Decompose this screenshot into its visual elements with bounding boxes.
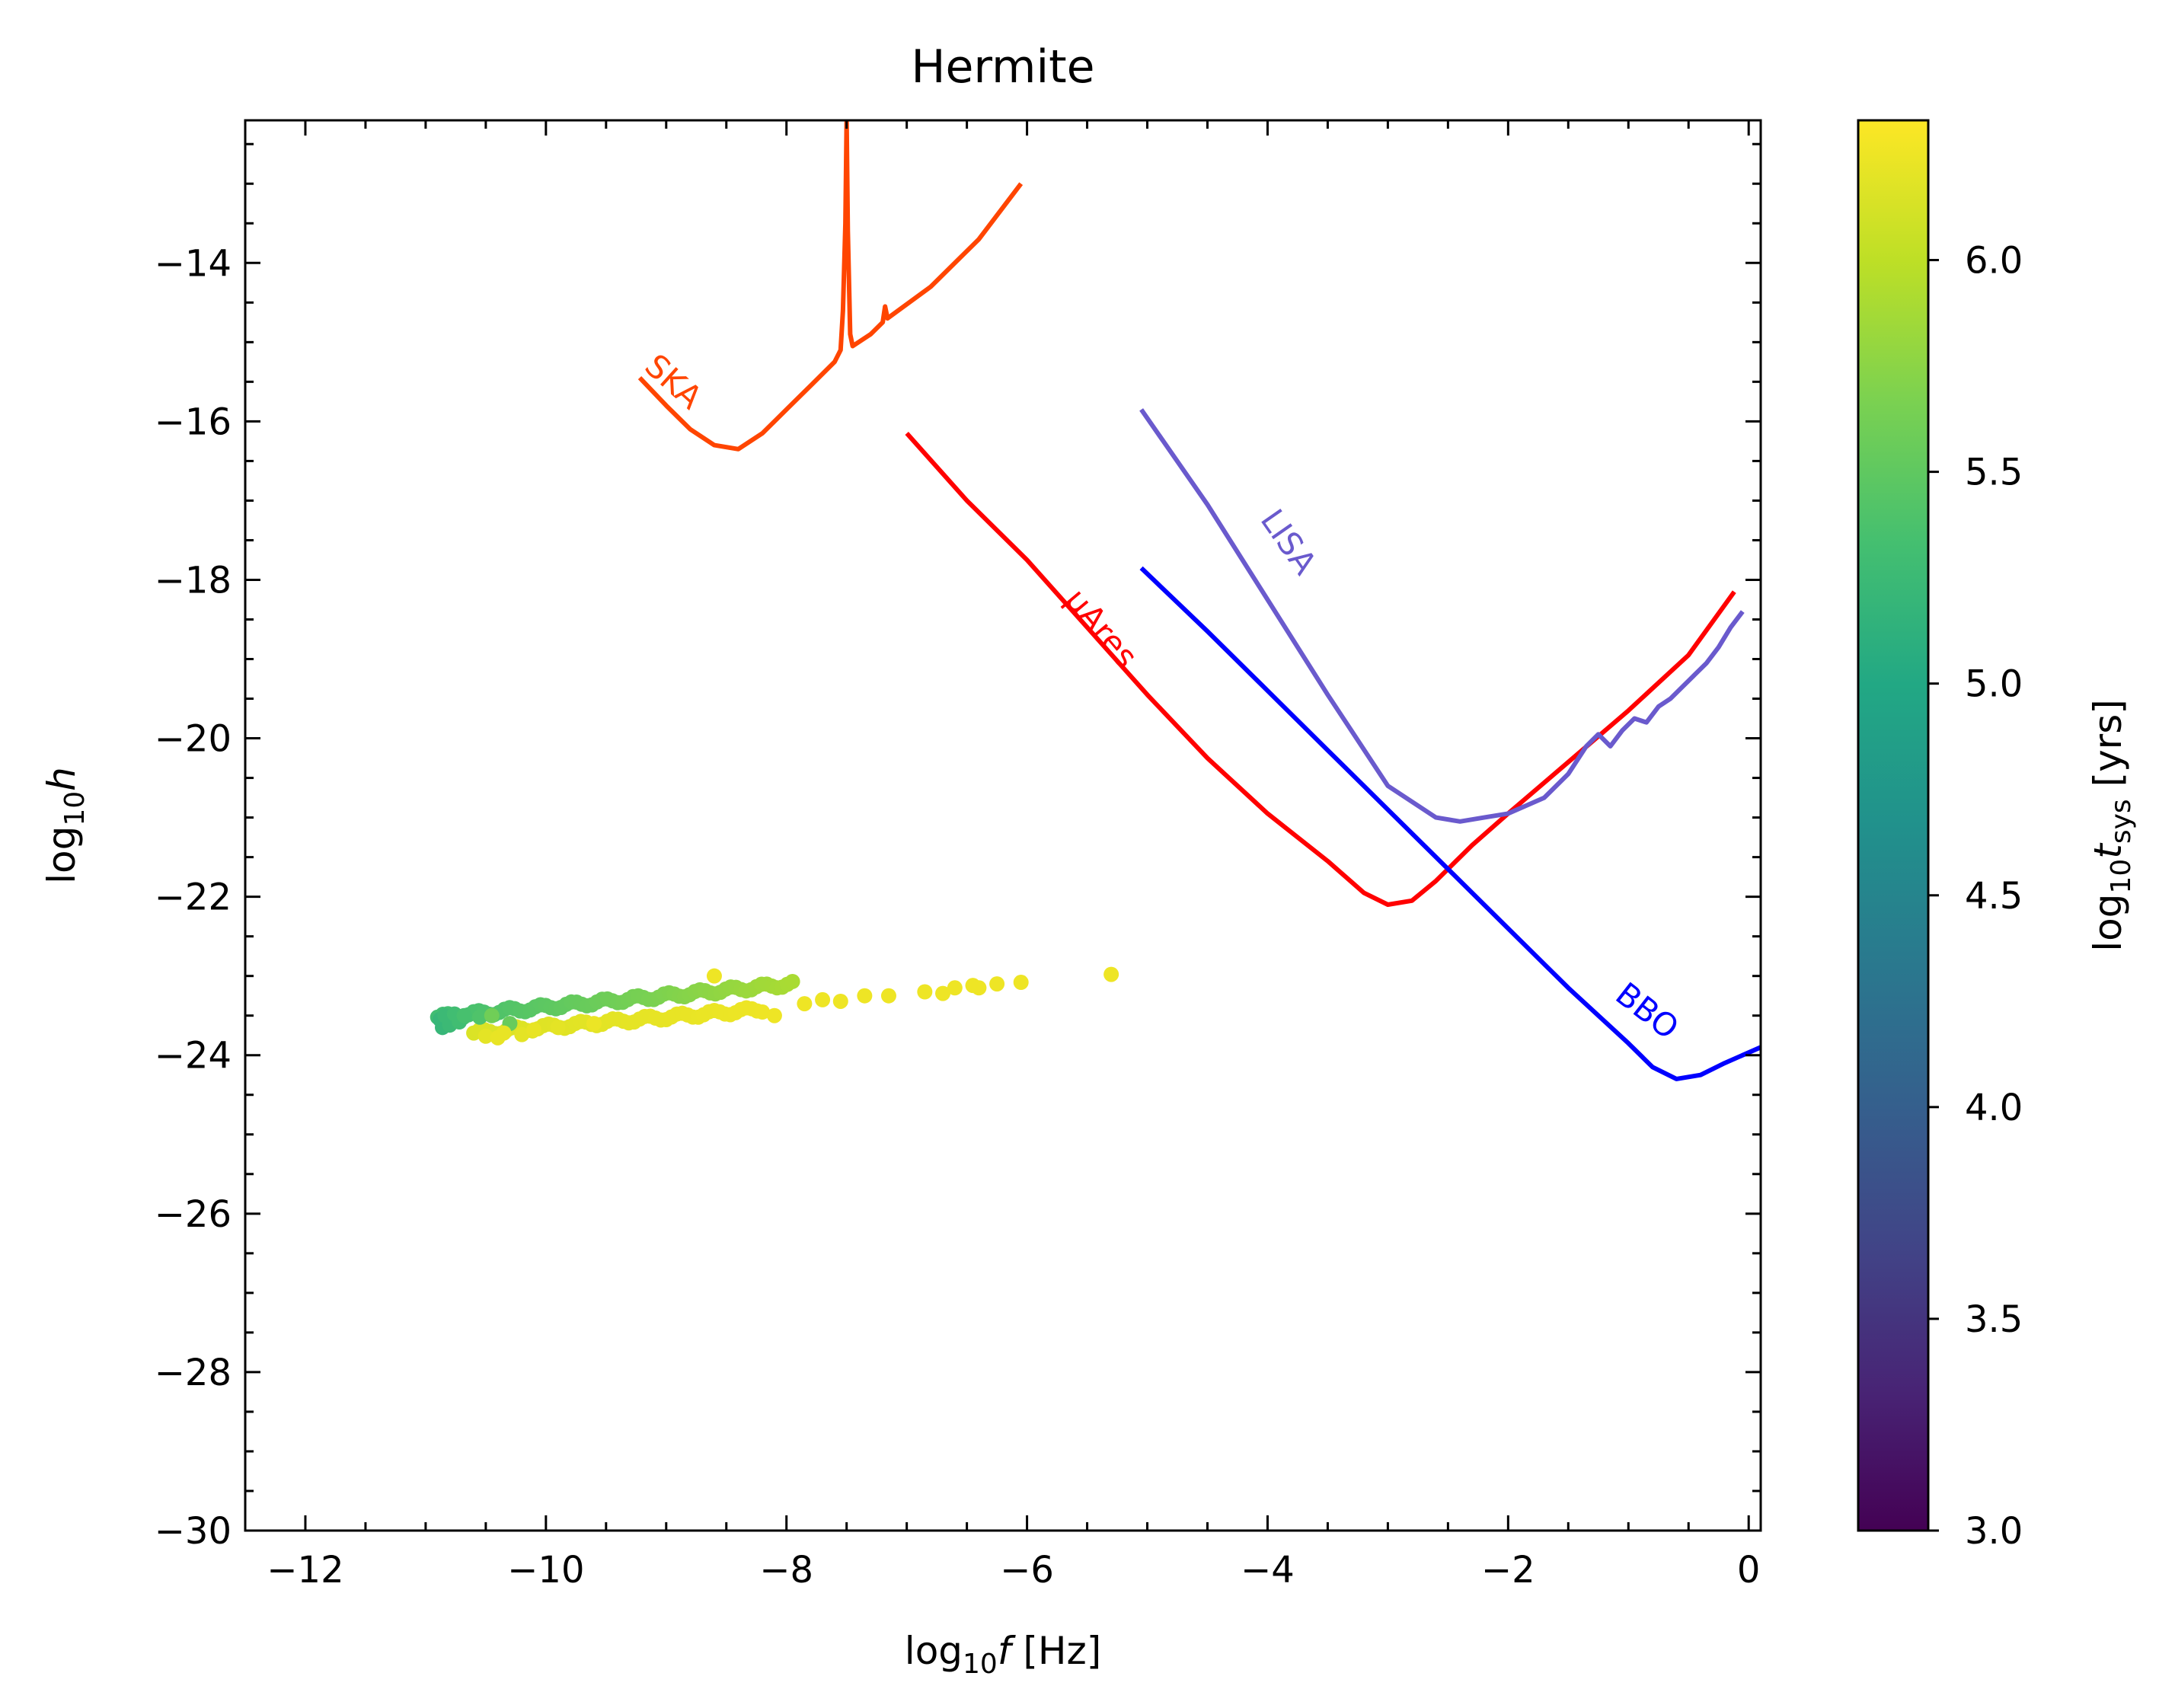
scatter-point — [1013, 975, 1029, 991]
x-tick-label: −6 — [1000, 1549, 1054, 1591]
cb-label-var: t — [2086, 842, 2130, 859]
x-label-unit: [Hz] — [1011, 1629, 1101, 1673]
scatter-point — [456, 1007, 472, 1023]
colorbar-tick-label: 3.0 — [1965, 1510, 2023, 1553]
y-tick-labels: −30 −28 −26 −24 −22 −20 −18 −16 −14 — [155, 242, 232, 1553]
scatter-point — [526, 1022, 542, 1038]
x-tick-label: 0 — [1737, 1549, 1761, 1591]
scatter-layer — [430, 966, 1119, 1046]
x-label-sub: 10 — [963, 1649, 998, 1680]
cb-label-base: log — [2086, 894, 2130, 952]
colorbar-gradient — [1857, 119, 1930, 1532]
colorbar-tick-label: 4.5 — [1965, 875, 2023, 918]
x-tick-label: −8 — [759, 1549, 813, 1591]
curve-label: SKA — [638, 346, 710, 417]
curve-label: μAres — [1058, 581, 1145, 675]
colorbar-tick-label: 5.5 — [1965, 452, 2023, 494]
x-tick-label: −12 — [267, 1549, 343, 1591]
colorbar-tick-label: 3.5 — [1965, 1298, 2023, 1341]
scatter-point — [815, 991, 831, 1007]
y-tick-label: −26 — [155, 1193, 232, 1236]
x-tick-label: −4 — [1241, 1549, 1295, 1591]
colorbar-tick-label: 6.0 — [1965, 240, 2023, 283]
curve-bbo — [1139, 566, 1761, 1081]
scatter-point — [797, 996, 813, 1012]
curves-layer — [637, 120, 1761, 1081]
x-label-base: log — [905, 1629, 963, 1673]
y-tick-label: −18 — [155, 559, 232, 602]
scatter-point — [496, 1025, 512, 1041]
curve-lisa — [1139, 408, 1745, 824]
x-axis-label: log10f [Hz] — [905, 1629, 1101, 1680]
y-tick-label: −16 — [155, 401, 232, 443]
x-tick-labels: −12 −10 −8 −6 −4 −2 0 — [267, 1549, 1760, 1591]
cb-label-sub: 10 — [2106, 859, 2137, 894]
scatter-point — [477, 1028, 493, 1044]
scatter-point — [550, 1020, 566, 1036]
chart-title: Hermite — [911, 40, 1094, 94]
y-tick-label: −30 — [155, 1510, 232, 1553]
scatter-point — [766, 1007, 782, 1023]
scatter-point — [971, 980, 987, 996]
y-label-base: log — [40, 826, 84, 884]
scatter-point-upper-band — [784, 973, 800, 989]
plot-frame — [244, 119, 1762, 1532]
scatter-point — [484, 1007, 500, 1023]
scatter-point — [935, 985, 951, 1001]
y-tick-label: −28 — [155, 1352, 232, 1394]
cb-label-varsub: sys — [2106, 799, 2137, 844]
y-tick-label: −22 — [155, 876, 232, 919]
axis-ticks — [244, 120, 1761, 1532]
curve-label: LISA — [1254, 503, 1324, 582]
x-tick-label: −2 — [1481, 1549, 1535, 1591]
scatter-point — [471, 1009, 487, 1025]
colorbar-tick-label: 4.0 — [1965, 1087, 2023, 1129]
scatter-point — [917, 984, 933, 1000]
colorbar: 3.0 3.5 4.0 4.5 5.0 5.5 6.0 log10tsys [yrs] — [1857, 119, 2137, 1553]
colorbar-label: log10tsys [yrs] — [2086, 699, 2137, 952]
curve-ska — [637, 120, 1024, 452]
scatter-point — [947, 980, 963, 996]
y-label-var: h — [40, 767, 84, 791]
scatter-point — [857, 988, 873, 1004]
cb-label-unit: [yrs] — [2086, 699, 2130, 799]
x-tick-label: −10 — [507, 1549, 584, 1591]
scatter-point — [880, 988, 896, 1004]
y-tick-label: −20 — [155, 718, 232, 761]
colorbar-tick-label: 5.0 — [1965, 663, 2023, 706]
scatter-point — [586, 1016, 602, 1032]
colorbar-ticks: 3.0 3.5 4.0 4.5 5.0 5.5 6.0 — [1928, 240, 2023, 1553]
y-label-sub: 10 — [59, 791, 91, 826]
y-tick-label: −24 — [155, 1035, 232, 1077]
scatter-point — [832, 993, 848, 1009]
y-tick-label: −14 — [155, 242, 232, 285]
scatter-point — [706, 968, 722, 984]
scatter-point — [514, 1026, 530, 1042]
scatter-point-lower-band — [755, 1004, 771, 1020]
curve--ares — [905, 432, 1736, 907]
y-axis-label: log10h — [40, 767, 91, 884]
scatter-point — [989, 976, 1005, 992]
scatter-point — [1103, 966, 1119, 982]
